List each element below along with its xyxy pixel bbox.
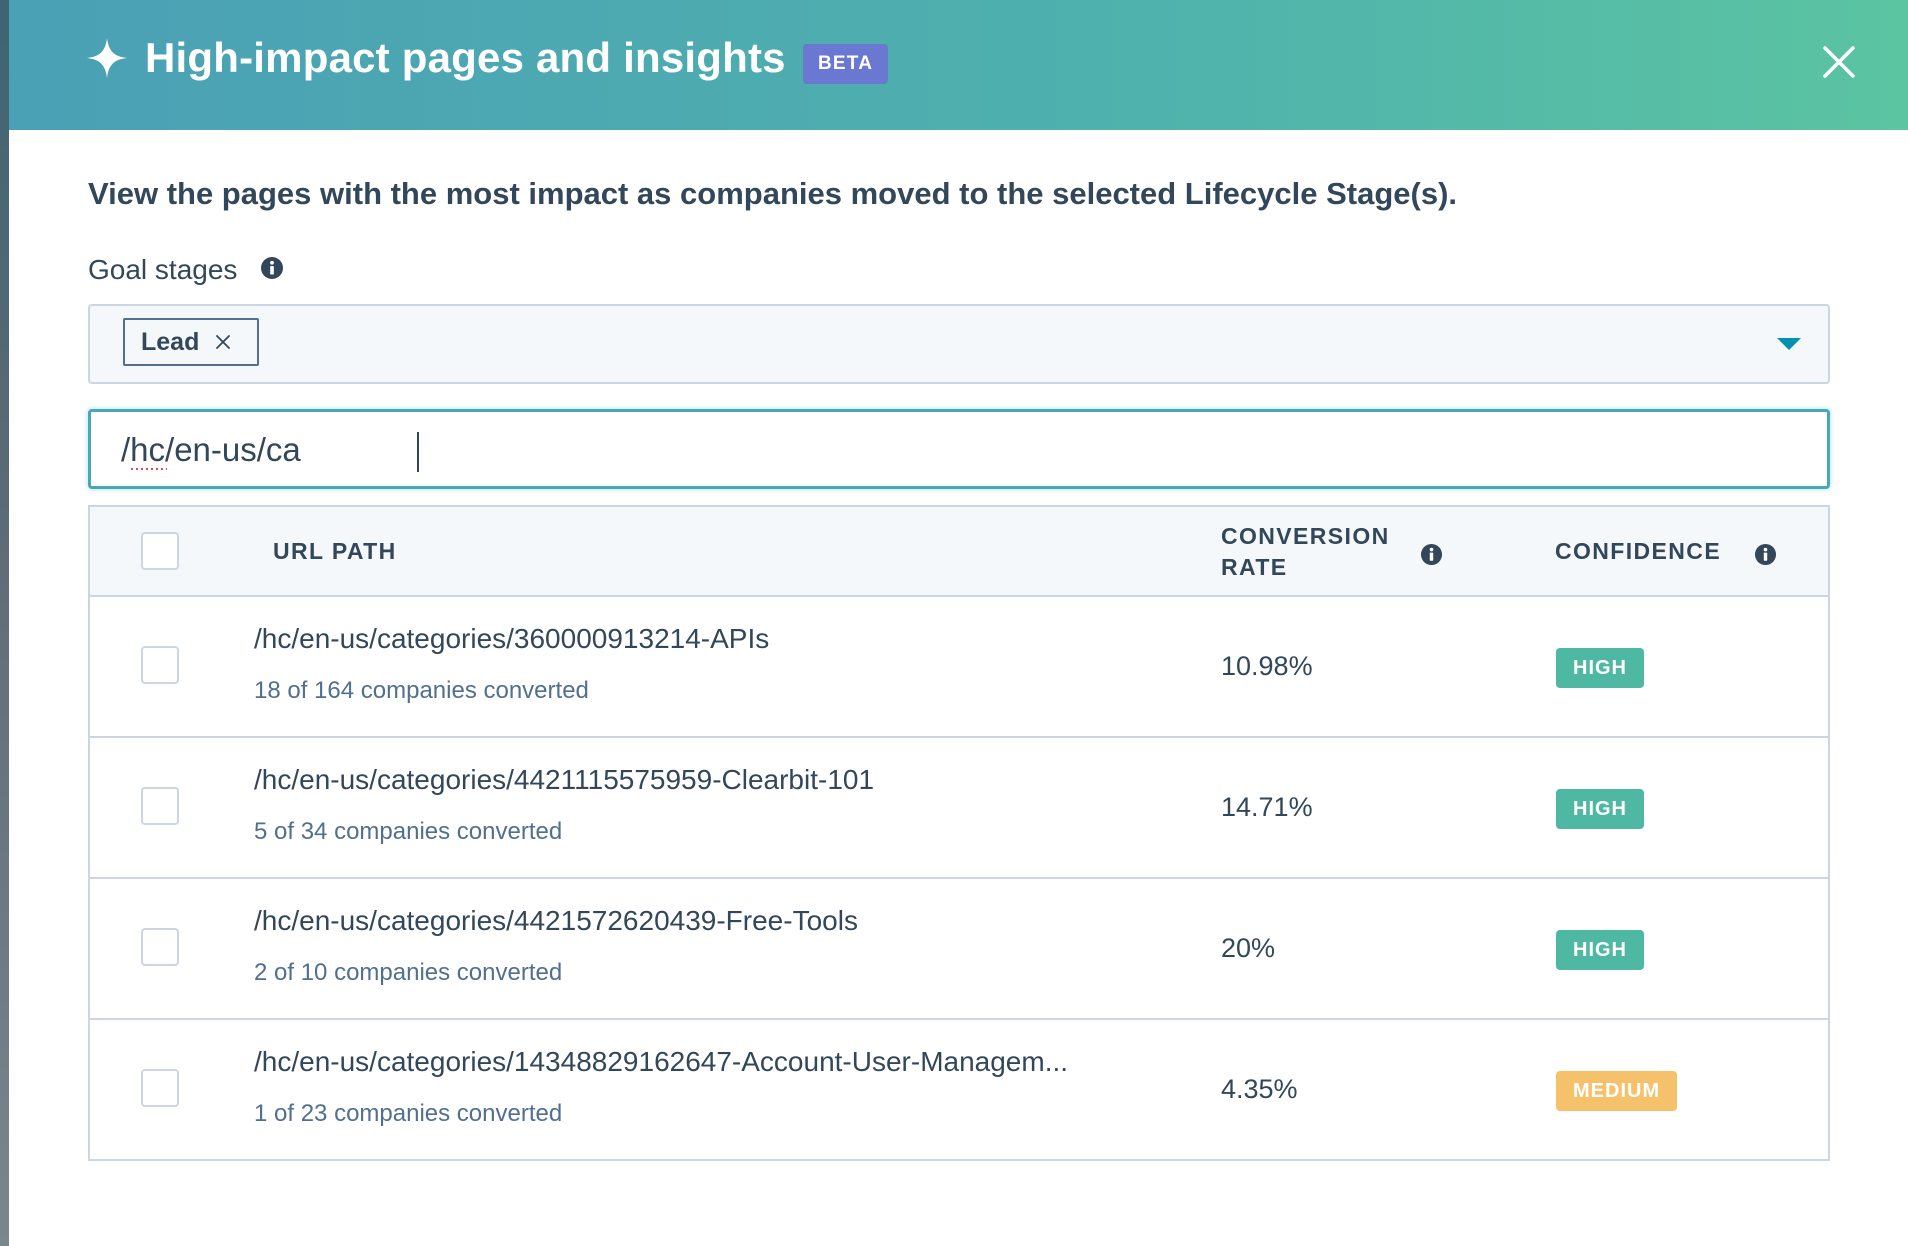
modal-description: View the pages with the most impact as c…	[88, 176, 1458, 211]
row-checkbox[interactable]	[141, 928, 179, 966]
companies-converted: 18 of 164 companies converted	[254, 677, 589, 704]
confidence-badge: HIGH	[1556, 930, 1644, 970]
conversion-rate: 20%	[1221, 933, 1276, 963]
spellcheck-underline	[131, 468, 167, 470]
goal-stages-select[interactable]: Lead	[88, 304, 1830, 384]
background-edge	[0, 0, 9, 1246]
table-row: /hc/en-us/categories/4421572620439-Free-…	[90, 879, 1828, 1020]
column-header-url[interactable]: URL PATH	[273, 538, 397, 564]
table-row: /hc/en-us/categories/4421115575959-Clear…	[90, 738, 1828, 879]
search-input[interactable]	[121, 426, 1781, 474]
info-icon[interactable]	[260, 256, 284, 280]
conversion-rate: 4.35%	[1221, 1074, 1298, 1104]
conversion-rate: 10.98%	[1221, 651, 1313, 681]
tag-label: Lead	[141, 327, 200, 356]
info-icon[interactable]	[1420, 543, 1443, 566]
modal-header: High-impact pages and insights BETA	[9, 0, 1908, 130]
row-checkbox[interactable]	[141, 787, 179, 825]
modal-title: High-impact pages and insights	[145, 34, 786, 81]
url-path[interactable]: /hc/en-us/categories/4421572620439-Free-…	[254, 905, 858, 936]
caret-down-icon[interactable]	[1776, 336, 1802, 352]
confidence-badge: MEDIUM	[1556, 1071, 1678, 1111]
column-header-confidence[interactable]: CONFIDENCE	[1555, 538, 1722, 564]
remove-tag-icon[interactable]	[215, 334, 231, 350]
text-cursor	[417, 432, 419, 472]
confidence-badge: HIGH	[1556, 648, 1644, 688]
url-path[interactable]: /hc/en-us/categories/4421115575959-Clear…	[254, 764, 875, 795]
column-header-conversion[interactable]: CONVERSION RATE	[1221, 523, 1390, 580]
table-row: /hc/en-us/categories/360000913214-APIs 1…	[90, 597, 1828, 738]
table-header: URL PATH CONVERSION RATE CONFIDENCE	[90, 507, 1828, 597]
conversion-rate: 14.71%	[1221, 792, 1313, 822]
row-checkbox[interactable]	[141, 1069, 179, 1107]
row-checkbox[interactable]	[141, 646, 179, 684]
companies-converted: 1 of 23 companies converted	[254, 1100, 563, 1127]
pages-table: URL PATH CONVERSION RATE CONFIDENCE /hc/…	[88, 505, 1830, 1161]
beta-badge: BETA	[803, 44, 889, 84]
close-icon[interactable]	[1821, 44, 1857, 80]
insights-modal: High-impact pages and insights BETA View…	[9, 0, 1908, 1246]
table-row: /hc/en-us/categories/14348829162647-Acco…	[90, 1020, 1828, 1161]
url-path[interactable]: /hc/en-us/categories/360000913214-APIs	[254, 623, 770, 654]
info-icon[interactable]	[1754, 543, 1777, 566]
sparkle-icon	[87, 38, 127, 78]
goal-stages-label: Goal stages	[88, 254, 238, 285]
selected-stage-tag: Lead	[123, 318, 259, 366]
confidence-badge: HIGH	[1556, 789, 1644, 829]
companies-converted: 2 of 10 companies converted	[254, 959, 563, 986]
companies-converted: 5 of 34 companies converted	[254, 818, 563, 845]
search-field[interactable]	[88, 409, 1830, 489]
select-all-checkbox[interactable]	[141, 532, 179, 570]
url-path[interactable]: /hc/en-us/categories/14348829162647-Acco…	[254, 1046, 1069, 1077]
